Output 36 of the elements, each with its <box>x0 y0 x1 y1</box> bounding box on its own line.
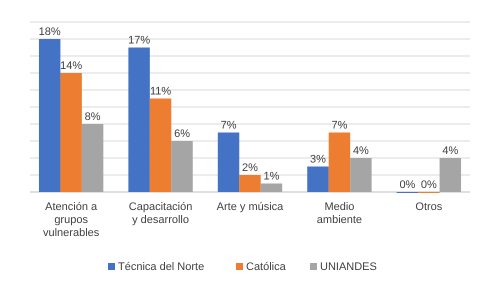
data-label: 3% <box>310 154 326 166</box>
bar <box>440 158 462 192</box>
bar <box>260 184 282 192</box>
data-label: 8% <box>84 111 101 123</box>
data-label: 1% <box>264 170 280 182</box>
x-tick-label: Capacitación y desarrollo <box>128 201 192 226</box>
data-label: 4% <box>442 145 458 157</box>
data-label: 7% <box>220 120 237 132</box>
bar <box>150 98 172 192</box>
x-tick-label: Otros <box>415 201 443 213</box>
x-tick-label: Medio ambiente <box>316 201 362 226</box>
bar <box>60 73 82 192</box>
bar <box>239 175 261 192</box>
data-label: 4% <box>352 145 370 157</box>
bar <box>350 158 372 192</box>
data-label: 11% <box>150 86 172 98</box>
x-tick-label: Atención a grupos vulnerables <box>43 201 100 239</box>
legend-label: UNIANDES <box>320 261 377 273</box>
data-label: 18% <box>38 26 61 38</box>
data-label: 0% <box>420 179 438 191</box>
legend-label: Católica <box>246 261 287 273</box>
legend-label: Técnica del Norte <box>118 261 204 273</box>
data-label: 6% <box>174 128 190 140</box>
bar <box>218 132 240 192</box>
bar <box>128 48 150 192</box>
data-label: 7% <box>331 120 348 132</box>
bar <box>328 132 350 192</box>
data-label: 2% <box>242 162 258 174</box>
bar <box>38 39 60 192</box>
bar <box>307 166 329 192</box>
data-label: 17% <box>128 34 150 46</box>
x-tick-label: Arte y música <box>216 201 284 213</box>
data-label: 0% <box>399 179 416 191</box>
bar <box>171 141 193 192</box>
data-label: 14% <box>60 60 82 72</box>
bar <box>82 124 104 192</box>
